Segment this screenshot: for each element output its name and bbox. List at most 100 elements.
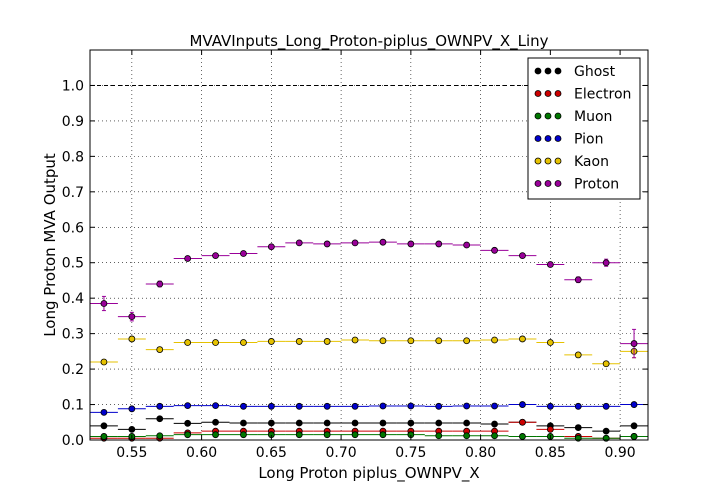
legend-marker xyxy=(554,90,562,97)
legend-marker xyxy=(534,157,542,165)
data-point xyxy=(240,250,247,257)
y-tick-label: 0.4 xyxy=(62,291,84,307)
x-tick-label: 0.85 xyxy=(535,445,566,461)
legend-marker xyxy=(554,135,562,142)
data-point xyxy=(463,419,471,427)
legend-label: Ghost xyxy=(574,64,616,80)
legend-marker xyxy=(554,180,562,187)
data-point xyxy=(519,433,526,440)
data-point xyxy=(351,239,359,247)
data-point xyxy=(630,401,638,408)
data-point xyxy=(267,243,275,251)
data-point xyxy=(435,419,443,427)
data-point xyxy=(156,415,164,423)
data-point xyxy=(519,252,526,260)
legend-label: Muon xyxy=(574,109,612,125)
data-point xyxy=(546,261,554,268)
legend-marker xyxy=(554,112,562,120)
data-point xyxy=(295,431,303,439)
data-point xyxy=(574,424,582,431)
legend-box xyxy=(527,57,641,200)
data-point xyxy=(463,432,471,440)
data-point xyxy=(100,433,108,440)
data-point xyxy=(379,419,387,427)
data-point xyxy=(602,259,610,267)
y-tick-label: 0.6 xyxy=(62,220,84,236)
data-point xyxy=(435,432,443,440)
data-point xyxy=(379,402,387,410)
legend-item: Muon xyxy=(534,109,612,125)
data-point xyxy=(407,337,415,345)
x-tick-label: 0.60 xyxy=(186,445,217,461)
y-tick-label: 0.9 xyxy=(62,114,84,130)
data-point xyxy=(546,425,554,433)
data-point xyxy=(128,335,136,343)
data-point xyxy=(212,252,219,260)
legend-marker xyxy=(554,157,562,165)
data-point xyxy=(491,246,498,254)
data-point xyxy=(602,360,610,368)
legend-marker xyxy=(534,135,542,142)
x-tick-label: 0.75 xyxy=(395,445,426,461)
series-proton xyxy=(90,238,648,359)
data-point xyxy=(435,402,443,410)
data-point xyxy=(184,419,192,427)
data-series xyxy=(90,238,648,442)
x-tick-label: 0.90 xyxy=(605,445,636,461)
y-axis-label: Long Proton MVA Output xyxy=(41,153,59,337)
y-tick-label: 1.0 xyxy=(62,78,84,94)
data-point xyxy=(546,402,554,410)
data-point xyxy=(630,433,638,440)
data-point xyxy=(267,338,275,345)
data-point xyxy=(463,402,471,410)
axis-ticks: 0.55 0.60 0.65 0.70 0.75 0.80 0.85 0.90 0.0 0.1 0.… xyxy=(62,50,648,461)
data-point xyxy=(295,402,303,410)
data-point xyxy=(630,422,638,430)
data-point xyxy=(407,240,415,248)
data-point xyxy=(100,422,108,430)
legend-marker xyxy=(534,90,542,97)
data-point xyxy=(351,419,359,427)
y-tick-label: 0.7 xyxy=(62,185,84,201)
legend-marker xyxy=(534,67,542,75)
legend-marker xyxy=(544,135,552,142)
data-point xyxy=(491,432,498,440)
data-point xyxy=(351,336,359,344)
data-point xyxy=(323,240,331,248)
legend-item: Ghost xyxy=(534,64,616,80)
data-point xyxy=(295,239,303,247)
y-tick-label: 0.0 xyxy=(62,433,84,449)
x-tick-label: 0.55 xyxy=(116,445,147,461)
data-point xyxy=(184,431,192,439)
data-point xyxy=(491,336,498,344)
data-point xyxy=(267,402,275,410)
x-axis-label: Long Proton piplus_OWNPV_X xyxy=(258,464,479,483)
y-tick-label: 0.2 xyxy=(62,362,84,378)
data-point xyxy=(379,431,387,439)
x-tick-label: 0.70 xyxy=(326,445,357,461)
plot-frame xyxy=(89,49,649,441)
data-point xyxy=(323,338,331,345)
data-point xyxy=(602,427,610,435)
legend-label: Proton xyxy=(574,177,619,193)
data-point xyxy=(212,431,219,439)
data-point xyxy=(323,419,331,427)
legend-marker xyxy=(544,112,552,120)
legend-item: Kaon xyxy=(534,154,609,170)
data-point xyxy=(574,351,582,359)
data-point xyxy=(156,346,164,353)
data-point xyxy=(240,402,247,410)
data-point xyxy=(100,408,108,416)
data-point xyxy=(100,358,108,366)
data-point xyxy=(128,313,136,321)
legend-item: Proton xyxy=(534,177,619,193)
data-point xyxy=(128,425,136,433)
data-point xyxy=(435,337,443,345)
data-point xyxy=(463,337,471,345)
data-point xyxy=(267,419,275,427)
data-point xyxy=(184,402,192,410)
x-tick-label: 0.80 xyxy=(465,445,496,461)
data-point xyxy=(435,240,443,248)
data-point xyxy=(351,431,359,439)
